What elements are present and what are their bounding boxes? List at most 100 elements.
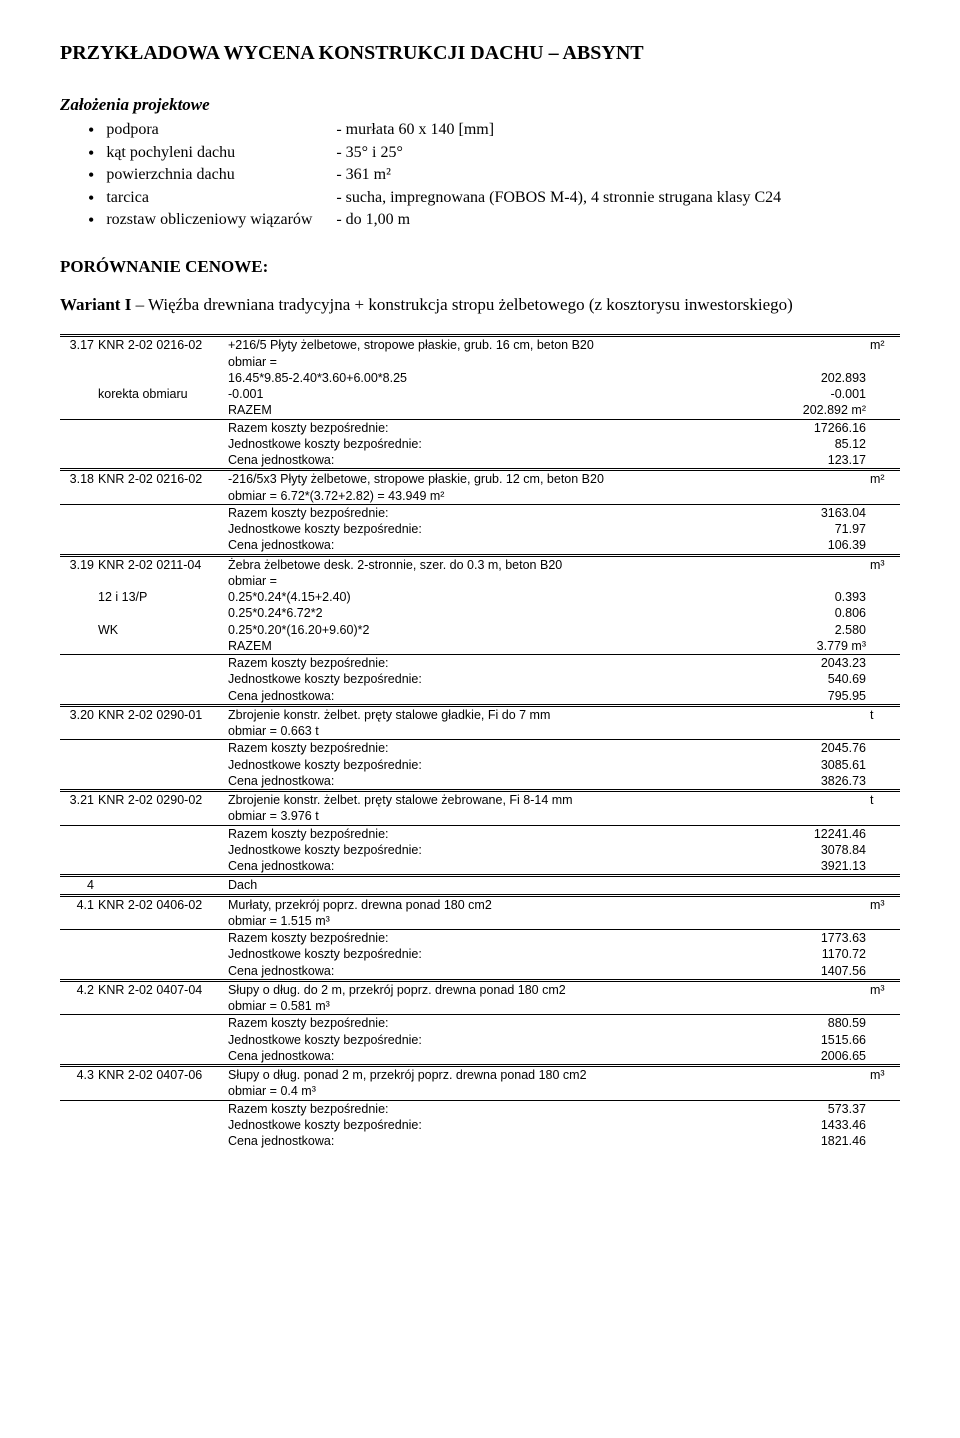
row-unit: m³ [868,557,900,573]
row-description: Zbrojenie konstr. żelbet. pręty stalowe … [226,707,778,723]
row-unit: m³ [868,982,900,998]
row-reference: KNR 2-02 0406-02 [96,897,226,913]
sum-value: 106.39 [778,537,868,555]
row-subvalue: 202.893 [778,370,868,386]
row-description: Murłaty, przekrój poprz. drewna ponad 18… [226,897,778,913]
row-subvalue [778,354,868,370]
sum-value: 85.12 [778,436,868,452]
sum-value: 1773.63 [778,930,868,946]
sum-value: 17266.16 [778,420,868,436]
sum-label: Jednostkowe koszty bezpośrednie: [226,436,778,452]
sum-label: Razem koszty bezpośrednie: [226,1101,778,1117]
row-subref: 12 i 13/P [96,589,226,605]
row-subref [96,370,226,386]
row-subvalue [778,1083,868,1100]
sum-label: Cena jednostkowa: [226,1133,778,1149]
row-unit: m³ [868,897,900,913]
row-subref [96,573,226,589]
assumption-value: - 35° i 25° [336,143,900,164]
sum-value: 1821.46 [778,1133,868,1149]
row-reference: KNR 2-02 0407-04 [96,982,226,998]
row-unit [868,877,900,895]
row-index: 3.20 [60,707,96,723]
assumption-value: - 361 m² [336,165,900,186]
row-index: 4 [60,877,96,895]
sum-label: Jednostkowe koszty bezpośrednie: [226,521,778,537]
row-subvalue [778,488,868,505]
row-subdesc: obmiar = 1.515 m³ [226,913,778,930]
sum-value: 573.37 [778,1101,868,1117]
row-subvalue: 3.779 m³ [778,638,868,655]
row-reference: KNR 2-02 0216-02 [96,337,226,353]
row-value [778,982,868,998]
row-index: 3.19 [60,557,96,573]
row-index: 3.21 [60,792,96,808]
sum-label: Razem koszty bezpośrednie: [226,420,778,436]
row-value [778,471,868,487]
row-subref: WK [96,622,226,638]
row-subref [96,723,226,740]
sum-label: Razem koszty bezpośrednie: [226,930,778,946]
row-subdesc: obmiar = 3.976 t [226,808,778,825]
sum-value: 3085.61 [778,757,868,773]
row-subdesc: 0.25*0.20*(16.20+9.60)*2 [226,622,778,638]
sum-value: 1515.66 [778,1032,868,1048]
row-subdesc: 0.25*0.24*(4.15+2.40) [226,589,778,605]
row-subdesc: obmiar = [226,573,778,589]
sum-label: Razem koszty bezpośrednie: [226,826,778,842]
row-subdesc: obmiar = 0.4 m³ [226,1083,778,1100]
sum-label: Cena jednostkowa: [226,963,778,981]
row-subvalue [778,573,868,589]
sum-label: Cena jednostkowa: [226,1048,778,1066]
sum-label: Jednostkowe koszty bezpośrednie: [226,1117,778,1133]
sum-label: Cena jednostkowa: [226,452,778,470]
row-subvalue [778,723,868,740]
row-reference: KNR 2-02 0211-04 [96,557,226,573]
row-unit: m³ [868,1067,900,1083]
row-unit: m² [868,337,900,353]
row-subref [96,808,226,825]
row-subref: korekta obmiaru [96,386,226,402]
row-index: 3.17 [60,337,96,353]
cost-table: 3.17KNR 2-02 0216-02+216/5 Płyty żelbeto… [60,334,900,1149]
row-value [778,707,868,723]
row-subref [96,488,226,505]
assumptions-list: podpora- murłata 60 x 140 [mm] kąt pochy… [88,120,900,232]
assumption-value: - murłata 60 x 140 [mm] [336,120,900,141]
sum-label: Jednostkowe koszty bezpośrednie: [226,671,778,687]
row-index: 4.2 [60,982,96,998]
row-value [778,557,868,573]
row-subdesc: RAZEM [226,402,778,419]
sum-value: 12241.46 [778,826,868,842]
sum-value: 2043.23 [778,655,868,671]
assumption-label: kąt pochyleni dachu [106,143,336,164]
row-subref [96,913,226,930]
row-subdesc: obmiar = [226,354,778,370]
row-unit: m² [868,471,900,487]
row-reference: KNR 2-02 0216-02 [96,471,226,487]
row-subref [96,402,226,419]
row-reference [96,877,226,895]
row-reference: KNR 2-02 0290-02 [96,792,226,808]
sum-label: Razem koszty bezpośrednie: [226,505,778,521]
sum-value: 2006.65 [778,1048,868,1066]
row-subvalue [778,998,868,1015]
row-subvalue [778,913,868,930]
sum-value: 1170.72 [778,946,868,962]
assumption-value: - sucha, impregnowana (FOBOS M-4), 4 str… [336,188,900,209]
row-index: 4.1 [60,897,96,913]
row-description: Słupy o dług. ponad 2 m, przekrój poprz.… [226,1067,778,1083]
variant-label-rest: – Więźba drewniana tradycyjna + konstruk… [131,295,792,314]
row-subref [96,605,226,621]
sum-value: 3826.73 [778,773,868,791]
sum-label: Cena jednostkowa: [226,858,778,876]
row-index: 4.3 [60,1067,96,1083]
row-description: +216/5 Płyty żelbetowe, stropowe płaskie… [226,337,778,353]
row-subref [96,638,226,655]
sum-value: 3921.13 [778,858,868,876]
row-subdesc: 0.25*0.24*6.72*2 [226,605,778,621]
row-subref [96,998,226,1015]
row-subdesc: obmiar = 0.581 m³ [226,998,778,1015]
sum-label: Jednostkowe koszty bezpośrednie: [226,757,778,773]
row-unit: t [868,707,900,723]
